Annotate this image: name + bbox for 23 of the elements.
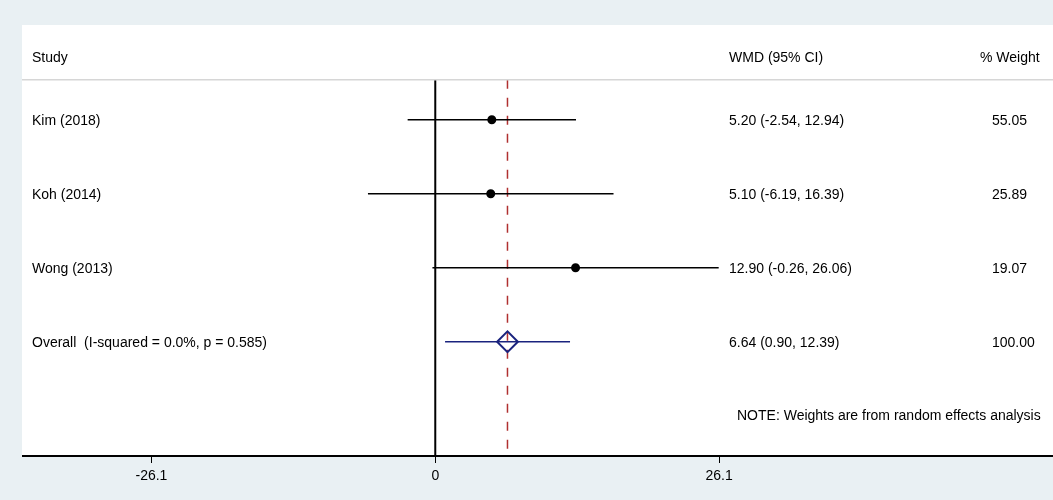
annotation: 25.89 [992,186,1028,202]
y-tick-label: Koh (2014) [32,186,102,202]
annotation: 5.20 (-2.54, 12.94) [729,112,845,128]
annotation: 100.00 [992,334,1036,350]
y-tick-label: Wong (2013) [32,260,113,276]
x-tick-label: -26.1 [135,466,168,483]
x-tick-label: 0 [431,466,440,483]
y-tick-label: Overall (I-squared = 0.0%, p = 0.585) [32,334,268,350]
x-tick-label: 26.1 [705,466,733,483]
annotation: 19.07 [992,260,1028,276]
point [486,189,496,199]
text: Study [32,49,68,65]
text: % Weight [980,49,1040,65]
point [487,115,497,125]
annotation: NOTE: Weights are from random effects analysis [737,407,1041,423]
annotation: 5.10 (-6.19, 16.39) [729,186,845,202]
annotation: 12.90 (-0.26, 26.06) [729,260,852,276]
y-tick-label: Kim (2018) [32,112,101,128]
annotation: 55.05 [992,112,1028,128]
text: WMD (95% CI) [729,49,824,65]
point [496,330,519,354]
annotation: 6.64 (0.90, 12.39) [729,334,840,350]
point [571,263,581,273]
